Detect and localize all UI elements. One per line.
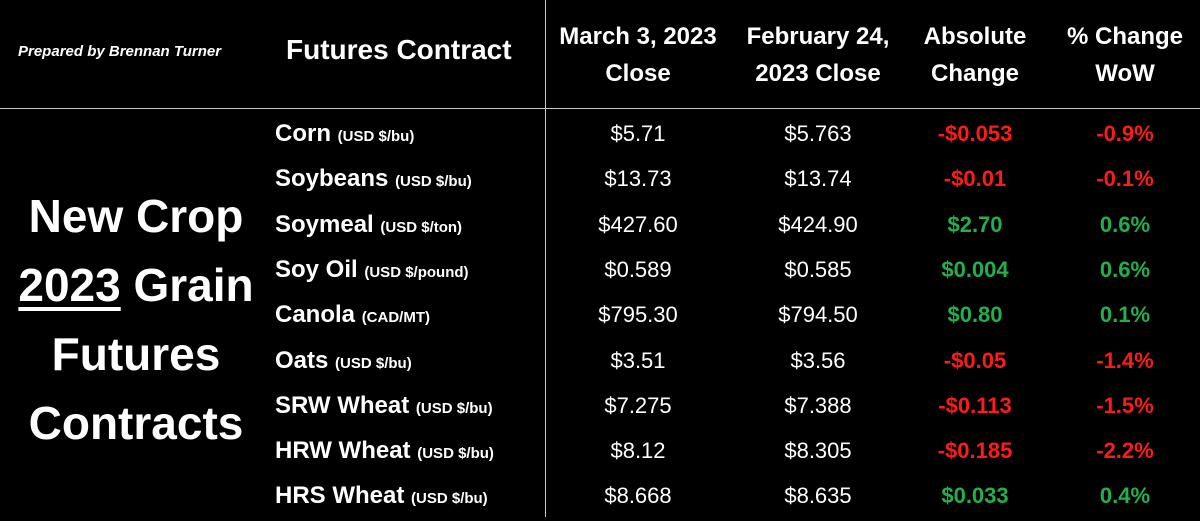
prepared-by: Prepared by Brennan Turner xyxy=(18,43,222,60)
pct-change-value: -0.9% xyxy=(1096,121,1154,146)
contract-name: Soymeal (USD $/ton) xyxy=(275,202,462,250)
title-line4: Contracts xyxy=(28,397,244,449)
pct-change-value: 0.1% xyxy=(1099,302,1151,328)
contract-unit: (USD $/bu) xyxy=(415,399,493,417)
contract-unit: (USD $/ton) xyxy=(380,218,463,236)
contract-unit: (USD $/bu) xyxy=(395,173,472,191)
contract-name: HRW Wheat (USD $/bu) xyxy=(275,428,494,476)
pct-change-value: 0.6% xyxy=(1099,211,1151,237)
header-feb-line2: 2023 Close xyxy=(755,60,881,87)
pct-change-value: 0.6% xyxy=(1099,256,1151,282)
column-divider xyxy=(545,0,546,517)
absolute-change-value: -$0.185 xyxy=(937,438,1013,464)
contract-unit: (CAD/MT) xyxy=(361,309,431,327)
header-march-line2: Close xyxy=(605,60,671,87)
header-pct-change: % Change WoW xyxy=(1060,18,1190,92)
absolute-change-value: $0.033 xyxy=(941,483,1009,509)
header-abs-line1: Absolute xyxy=(923,23,1027,50)
march-close-value: $8.668 xyxy=(604,483,672,509)
contract-label: Corn xyxy=(275,120,331,147)
contract-unit: (USD $/bu) xyxy=(337,128,415,145)
absolute-change-value: $0.80 xyxy=(947,302,1003,328)
contract-unit: (USD $/bu) xyxy=(411,490,488,508)
header-march-close: March 3, 2023 Close xyxy=(548,18,728,92)
table-row: Soybeans (USD $/bu) $13.73 $13.74 -$0.01 -0.… xyxy=(0,156,1200,201)
feb-close-value: $5.763 xyxy=(784,121,852,146)
title-grain: Grain xyxy=(120,259,254,311)
pct-change-value: -0.1% xyxy=(1096,166,1154,192)
contract-label: Canola xyxy=(275,301,356,329)
absolute-change-value: -$0.05 xyxy=(943,347,1007,373)
contract-label: Soy Oil xyxy=(275,255,358,283)
pct-change-value: -1.4% xyxy=(1096,347,1154,373)
absolute-change-value: -$0.053 xyxy=(937,121,1013,146)
feb-close-value: $3.56 xyxy=(790,347,846,373)
march-close-value: $3.51 xyxy=(610,347,666,373)
march-close-value: $0.589 xyxy=(604,256,672,282)
contract-unit: (USD $/bu) xyxy=(417,445,494,463)
march-close-value: $427.60 xyxy=(598,211,678,237)
feb-close-value: $8.635 xyxy=(784,483,852,509)
contract-name: Soybeans (USD $/bu) xyxy=(275,156,472,204)
absolute-change-value: -$0.113 xyxy=(938,392,1012,418)
table-row: Canola (CAD/MT) $795.30 $794.50 $0.80 0.1% xyxy=(0,292,1200,337)
contract-label: SRW Wheat xyxy=(275,391,410,419)
title-line3: Futures xyxy=(51,328,221,380)
header-pct-line2: WoW xyxy=(1095,60,1155,87)
contract-unit: (USD $/bu) xyxy=(335,354,412,372)
table-row: HRS Wheat (USD $/bu) $8.668 $8.635 $0.033 0.… xyxy=(0,473,1200,518)
header-march-line1: March 3, 2023 xyxy=(559,23,717,50)
header-absolute-change: Absolute Change xyxy=(890,18,1060,92)
contract-name: HRS Wheat (USD $/bu) xyxy=(275,473,488,521)
contract-label: Soymeal xyxy=(275,210,374,238)
table-row: SRW Wheat (USD $/bu) $7.275 $7.388 -$0.113 -… xyxy=(0,383,1200,428)
pct-change-value: 0.4% xyxy=(1099,483,1151,509)
feb-close-value: $0.585 xyxy=(784,256,852,282)
march-close-value: $7.275 xyxy=(604,392,672,418)
table-row: Soymeal (USD $/ton) $427.60 $424.90 $2.70 0.… xyxy=(0,202,1200,247)
header-pct-line1: % Change xyxy=(1066,23,1183,50)
feb-close-value: $7.388 xyxy=(784,392,852,418)
table-row: HRW Wheat (USD $/bu) $8.12 $8.305 -$0.185 -2… xyxy=(0,428,1200,473)
contract-label: Soybeans xyxy=(275,165,389,193)
title-line2: 2023 Grain xyxy=(0,251,272,320)
absolute-change-value: -$0.01 xyxy=(943,166,1007,192)
contract-unit: (USD $/pound) xyxy=(364,263,469,281)
header-feb-line1: February 24, xyxy=(746,23,890,50)
header-feb-close: February 24, 2023 Close xyxy=(728,18,908,92)
march-close-value: $13.73 xyxy=(604,166,672,192)
contract-name: Canola (CAD/MT) xyxy=(275,292,430,340)
feb-close-value: $424.90 xyxy=(778,211,858,237)
table-row: Soy Oil (USD $/pound) $0.589 $0.585 $0.004 0… xyxy=(0,247,1200,292)
table-row: Oats (USD $/bu) $3.51 $3.56 -$0.05 -1.4% xyxy=(0,338,1200,383)
feb-close-value: $794.50 xyxy=(778,302,858,328)
feb-close-value: $13.74 xyxy=(784,166,852,192)
page-title: New Crop 2023 Grain Futures Contracts xyxy=(0,182,272,458)
title-year: 2023 xyxy=(18,259,121,311)
pct-change-value: -2.2% xyxy=(1096,438,1154,464)
contract-name: Oats (USD $/bu) xyxy=(275,338,412,386)
contract-label: HRW Wheat xyxy=(275,437,411,465)
march-close-value: $8.12 xyxy=(610,438,666,464)
absolute-change-value: $0.004 xyxy=(941,256,1009,282)
header-divider xyxy=(0,108,1200,109)
march-close-value: $5.71 xyxy=(610,121,666,146)
header-futures-contract: Futures Contract xyxy=(286,34,512,65)
contract-label: HRS Wheat xyxy=(275,482,405,510)
feb-close-value: $8.305 xyxy=(784,438,852,464)
contract-name: Soy Oil (USD $/pound) xyxy=(275,247,469,295)
march-close-value: $795.30 xyxy=(598,302,678,328)
pct-change-value: -1.5% xyxy=(1096,392,1154,418)
contract-label: Oats xyxy=(275,346,329,374)
absolute-change-value: $2.70 xyxy=(947,211,1003,237)
contract-name: Corn (USD $/bu) xyxy=(275,111,414,159)
contract-name: SRW Wheat (USD $/bu) xyxy=(275,383,493,431)
header-abs-line2: Change xyxy=(930,60,1019,87)
title-line1: New Crop xyxy=(28,190,244,242)
table-row: Corn (USD $/bu) $5.71 $5.763 -$0.053 -0.9% xyxy=(0,111,1200,156)
